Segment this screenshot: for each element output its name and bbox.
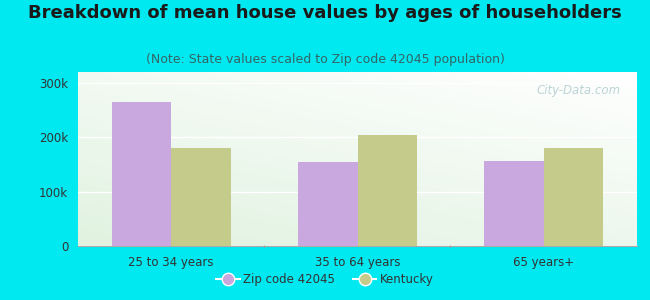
Bar — [171, 148, 231, 246]
Text: (Note: State values scaled to Zip code 42045 population): (Note: State values scaled to Zip code 4… — [146, 52, 504, 65]
Bar — [358, 134, 417, 246]
Text: Breakdown of mean house values by ages of householders: Breakdown of mean house values by ages o… — [28, 4, 622, 22]
Bar — [484, 160, 544, 246]
Bar — [298, 162, 358, 246]
Text: City-Data.com: City-Data.com — [536, 84, 620, 97]
Bar — [544, 148, 603, 246]
Bar — [112, 102, 171, 246]
Legend: Zip code 42045, Kentucky: Zip code 42045, Kentucky — [211, 269, 439, 291]
